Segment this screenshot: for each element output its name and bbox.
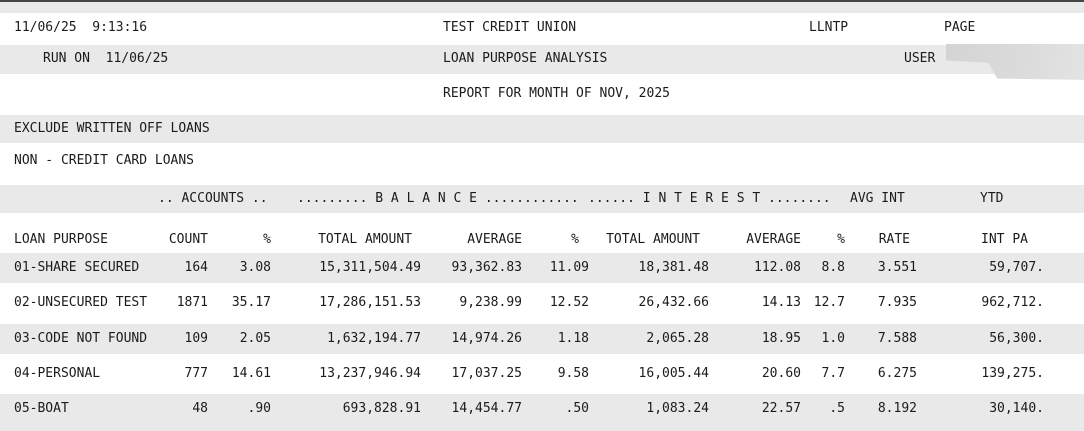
value-cell: 962,712. <box>981 295 1044 310</box>
value-cell: 15,311,504.49 <box>319 260 421 275</box>
run-on-date: RUN ON 11/06/25 <box>43 51 169 66</box>
value-cell: .50 <box>565 401 589 416</box>
value-cell: 13,237,946.94 <box>319 366 421 381</box>
value-cell: 6.275 <box>877 366 917 381</box>
group-header-balance: ......... B A L A N C E ............ <box>297 191 579 206</box>
value-cell: 93,362.83 <box>451 260 522 275</box>
value-cell: 20.60 <box>761 366 801 381</box>
group-header-ytd: YTD <box>980 191 1004 206</box>
col-header-loan-purpose: LOAN PURPOSE <box>14 232 108 247</box>
table-row: 01-SHARE SECURED 164 3.08 15,311,504.49 93,3… <box>0 253 1084 283</box>
loan-purpose-cell: 04-PERSONAL <box>14 366 101 381</box>
col-header-rate: RATE <box>878 232 910 247</box>
org-name: TEST CREDIT UNION <box>443 20 577 35</box>
section-title: NON - CREDIT CARD LOANS <box>14 153 195 168</box>
value-cell: 8.8 <box>821 260 845 275</box>
value-cell: 8.192 <box>877 401 917 416</box>
value-cell: 18,381.48 <box>638 260 709 275</box>
value-cell: 35.17 <box>231 295 271 310</box>
bottom-gray-band <box>0 424 1084 431</box>
user-label: USER <box>904 51 936 66</box>
loan-purpose-cell: 02-UNSECURED TEST <box>14 295 148 310</box>
value-cell: 109 <box>184 331 208 346</box>
loan-purpose-cell: 03-CODE NOT FOUND <box>14 331 148 346</box>
value-cell: 16,005.44 <box>638 366 709 381</box>
value-cell: 26,432.66 <box>638 295 709 310</box>
exclude-note-band <box>0 115 1084 143</box>
group-header-accounts: .. ACCOUNTS .. <box>158 191 268 206</box>
value-cell: 2.05 <box>239 331 271 346</box>
table-row: 04-PERSONAL 777 14.61 13,237,946.94 17,037.2… <box>0 359 1084 389</box>
report-period: REPORT FOR MONTH OF NOV, 2025 <box>443 86 670 101</box>
col-header-interest-pct: % <box>571 232 579 247</box>
table-row: 05-BOAT 48 .90 693,828.91 14,454.77 .50 1,083.… <box>0 394 1084 424</box>
value-cell: 7.7 <box>821 366 845 381</box>
value-cell: 1871 <box>176 295 208 310</box>
value-cell: 139,275. <box>981 366 1044 381</box>
value-cell: 7.935 <box>877 295 917 310</box>
value-cell: 12.52 <box>549 295 589 310</box>
value-cell: 1,083.24 <box>646 401 709 416</box>
table-row: 02-UNSECURED TEST 1871 35.17 17,286,151.53 9… <box>0 288 1084 318</box>
col-header-ytd-int-paid: INT PA <box>981 232 1028 247</box>
value-cell: 56,300. <box>989 331 1044 346</box>
run-on-band <box>0 45 1084 74</box>
value-cell: 18.95 <box>761 331 801 346</box>
value-cell: 777 <box>184 366 208 381</box>
value-cell: .5 <box>829 401 845 416</box>
value-cell: 3.551 <box>877 260 917 275</box>
exclude-note: EXCLUDE WRITTEN OFF LOANS <box>14 121 210 136</box>
report-datetime: 11/06/25 9:13:16 <box>14 20 148 35</box>
col-header-interest-total: TOTAL AMOUNT <box>606 232 700 247</box>
value-cell: 3.08 <box>239 260 271 275</box>
group-header-interest: ...... I N T E R E S T ........ <box>588 191 831 206</box>
table-row: 03-CODE NOT FOUND 109 2.05 1,632,194.77 14,9… <box>0 324 1084 354</box>
value-cell: 7.588 <box>877 331 917 346</box>
value-cell: 2,065.28 <box>646 331 709 346</box>
value-cell: 59,707. <box>989 260 1044 275</box>
page-label: PAGE <box>944 20 976 35</box>
value-cell: 693,828.91 <box>342 401 421 416</box>
loan-purpose-cell: 01-SHARE SECURED <box>14 260 140 275</box>
col-header-count-pct: % <box>263 232 271 247</box>
value-cell: .90 <box>247 401 271 416</box>
value-cell: 112.08 <box>754 260 801 275</box>
value-cell: 9.58 <box>557 366 589 381</box>
value-cell: 12.7 <box>813 295 845 310</box>
report-title: LOAN PURPOSE ANALYSIS <box>443 51 608 66</box>
value-cell: 14,454.77 <box>451 401 522 416</box>
table-column-headers: LOAN PURPOSE COUNT % TOTAL AMOUNT AVERAG… <box>0 233 1084 247</box>
value-cell: 11.09 <box>549 260 589 275</box>
value-cell: 17,037.25 <box>451 366 522 381</box>
value-cell: 9,238.99 <box>459 295 522 310</box>
value-cell: 1.0 <box>821 331 845 346</box>
value-cell: 14.61 <box>231 366 271 381</box>
col-header-balance-avg: AVERAGE <box>467 232 522 247</box>
value-cell: 164 <box>184 260 208 275</box>
window-top-border <box>0 0 1084 2</box>
group-header-avg-int: AVG INT <box>850 191 905 206</box>
col-header-balance-total: TOTAL AMOUNT <box>318 232 412 247</box>
value-cell: 30,140. <box>989 401 1044 416</box>
table-group-header-band <box>0 185 1084 213</box>
col-header-avgint-pct: % <box>837 232 845 247</box>
value-cell: 48 <box>192 401 208 416</box>
report-code: LLNTP <box>809 20 849 35</box>
value-cell: 1.18 <box>557 331 589 346</box>
col-header-interest-avg: AVERAGE <box>746 232 801 247</box>
value-cell: 1,632,194.77 <box>327 331 421 346</box>
top-gray-band <box>0 2 1084 13</box>
col-header-count: COUNT <box>168 232 208 247</box>
value-cell: 22.57 <box>761 401 801 416</box>
value-cell: 17,286,151.53 <box>319 295 421 310</box>
value-cell: 14.13 <box>761 295 801 310</box>
value-cell: 14,974.26 <box>451 331 522 346</box>
loan-purpose-cell: 05-BOAT <box>14 401 69 416</box>
